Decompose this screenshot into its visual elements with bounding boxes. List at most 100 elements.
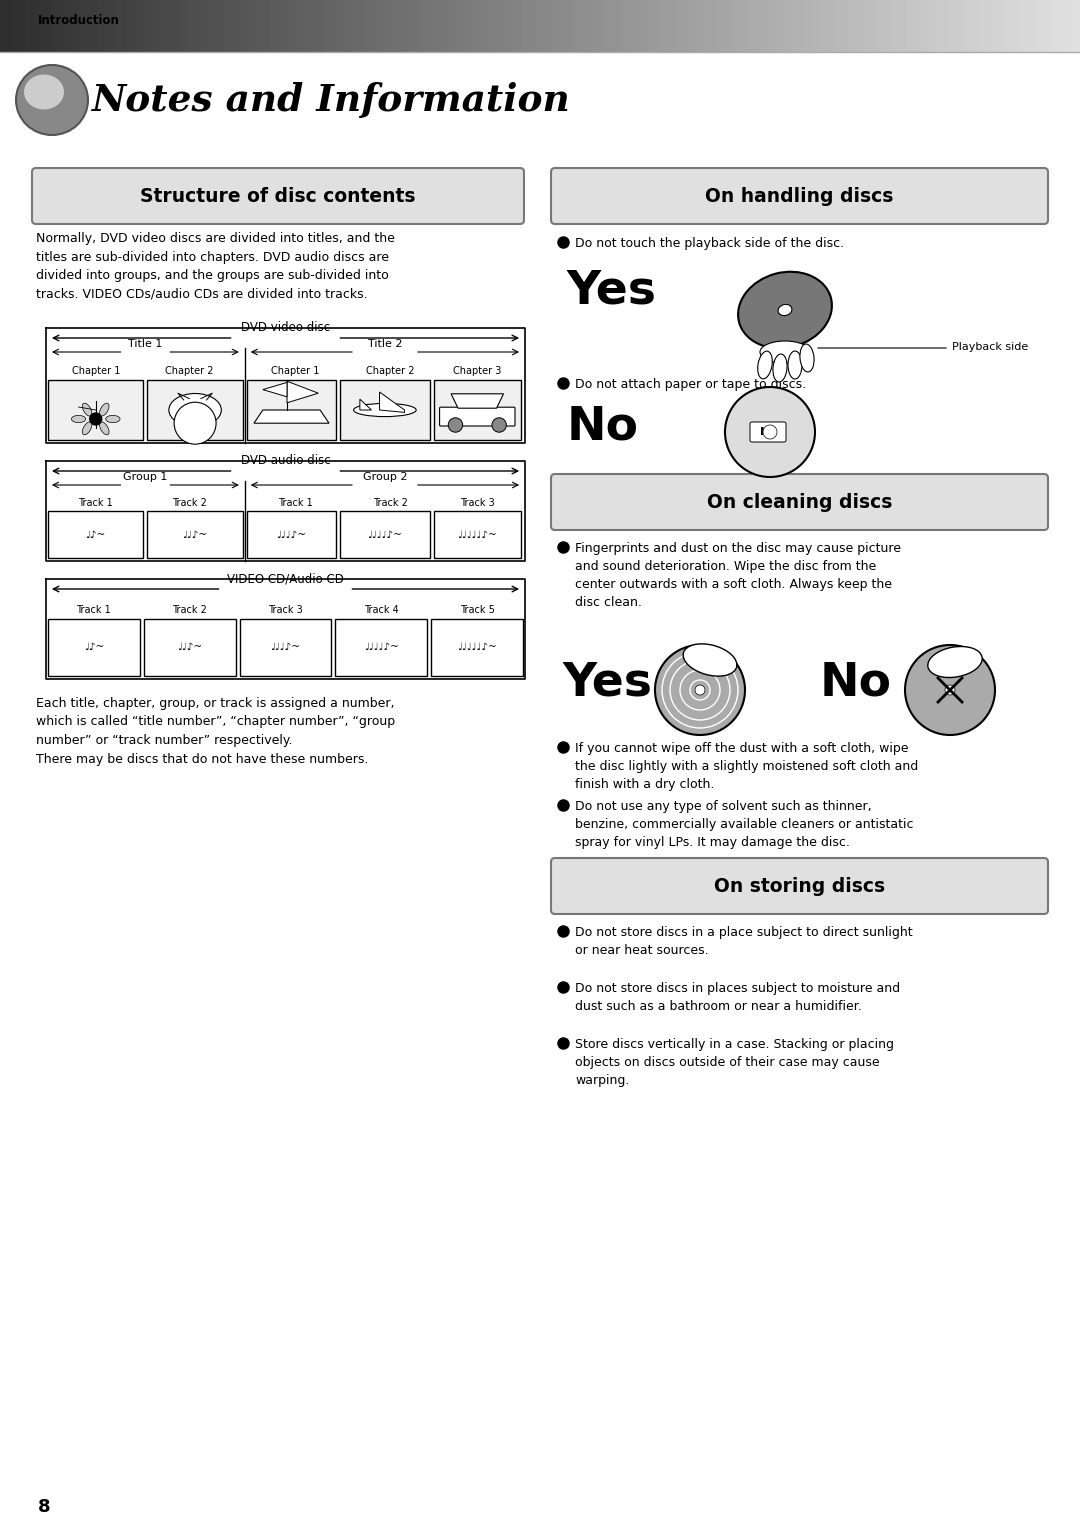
Text: ♩♩♪~: ♩♩♪~ [177,642,202,653]
Ellipse shape [82,421,92,435]
Text: Title 2: Title 2 [367,339,402,349]
Ellipse shape [788,351,802,378]
Bar [240,620,332,676]
Text: Title 1: Title 1 [129,339,163,349]
Ellipse shape [684,644,737,676]
Bar [433,380,521,439]
Text: Track 4: Track 4 [364,604,399,615]
Circle shape [725,388,815,478]
Text: Track 1: Track 1 [79,497,113,508]
Text: Group 1: Group 1 [123,472,167,482]
Text: Track 2: Track 2 [172,497,206,508]
Text: Group 2: Group 2 [363,472,407,482]
FancyBboxPatch shape [551,168,1048,224]
Text: Do not touch the playback side of the disc.: Do not touch the playback side of the di… [575,237,845,250]
Ellipse shape [738,272,832,348]
Text: Introduction: Introduction [38,14,120,27]
Text: Track 3: Track 3 [460,497,495,508]
Ellipse shape [168,394,221,426]
Ellipse shape [106,415,120,423]
Text: ♩♩♩♩♪~: ♩♩♩♩♪~ [367,530,403,540]
Text: Chapter 2: Chapter 2 [165,366,214,375]
Bar [433,511,521,559]
Bar [48,511,144,559]
Ellipse shape [353,403,416,417]
Circle shape [174,403,216,444]
Bar [431,620,523,676]
Circle shape [492,418,507,432]
FancyBboxPatch shape [440,407,515,426]
Ellipse shape [82,403,92,417]
Text: ♩♩♩♩♪~: ♩♩♩♩♪~ [364,642,399,653]
Text: Track 3: Track 3 [268,604,302,615]
Text: ♩♩♩♪~: ♩♩♩♪~ [276,530,307,540]
Bar [144,620,235,676]
Ellipse shape [778,304,792,316]
Bar [340,511,430,559]
Text: Yes: Yes [563,661,653,705]
Bar [336,620,428,676]
Text: Chapter 2: Chapter 2 [366,366,415,375]
Text: Do not attach paper or tape to discs.: Do not attach paper or tape to discs. [575,378,806,391]
FancyBboxPatch shape [750,423,786,443]
Bar [247,511,336,559]
Text: Store discs vertically in a case. Stacking or placing
objects on discs outside o: Store discs vertically in a case. Stacki… [575,1038,894,1087]
Text: 8: 8 [38,1499,51,1515]
Text: ♩♪~: ♩♪~ [85,530,106,540]
Polygon shape [451,394,503,407]
Text: Chapter 3: Chapter 3 [454,366,501,375]
Text: Yes: Yes [567,269,657,313]
Text: On cleaning discs: On cleaning discs [706,493,892,511]
Polygon shape [379,392,405,412]
Ellipse shape [800,343,814,372]
Circle shape [448,418,462,432]
Text: DVD video disc: DVD video disc [241,320,330,334]
Ellipse shape [773,354,787,382]
Ellipse shape [99,421,109,435]
Bar [147,380,243,439]
Text: ♩♩♩♩♩♪~: ♩♩♩♩♩♪~ [458,530,497,540]
Text: Track 1: Track 1 [77,604,111,615]
Bar [247,380,336,439]
Circle shape [696,685,705,694]
Text: No: No [820,661,892,705]
Text: Notes and Information: Notes and Information [92,82,570,119]
Circle shape [905,645,995,736]
Polygon shape [360,400,372,410]
Text: Playback side: Playback side [951,342,1028,353]
Ellipse shape [928,647,982,678]
Text: Fingerprints and dust on the disc may cause picture
and sound deterioration. Wip: Fingerprints and dust on the disc may ca… [575,542,901,609]
Text: On handling discs: On handling discs [705,186,893,206]
Text: Do not store discs in places subject to moisture and
dust such as a bathroom or : Do not store discs in places subject to … [575,983,900,1013]
FancyBboxPatch shape [551,858,1048,914]
Text: ♩♩♪~: ♩♩♪~ [183,530,207,540]
Text: ♩♩♩♪~: ♩♩♩♪~ [270,642,300,653]
Text: Track 2: Track 2 [373,497,408,508]
Circle shape [762,426,777,439]
Text: Track 5: Track 5 [460,604,495,615]
Polygon shape [262,383,287,397]
Bar [340,380,430,439]
Text: No: No [567,404,639,450]
Text: VIDEO CD/Audio CD: VIDEO CD/Audio CD [227,572,343,584]
Text: Chapter 1: Chapter 1 [271,366,320,375]
Ellipse shape [758,351,772,378]
Bar [48,620,139,676]
Circle shape [654,645,745,736]
Bar [147,511,243,559]
Text: Each title, chapter, group, or track is assigned a number,
which is called “titl: Each title, chapter, group, or track is … [36,697,395,766]
Text: Do not use any type of solvent such as thinner,
benzine, commercially available : Do not use any type of solvent such as t… [575,800,914,848]
Text: Do not store discs in a place subject to direct sunlight
or near heat sources.: Do not store discs in a place subject to… [575,926,913,957]
FancyBboxPatch shape [32,168,524,224]
Ellipse shape [99,403,109,417]
Text: Track 1: Track 1 [278,497,312,508]
Bar [48,380,144,439]
Text: DVD audio disc: DVD audio disc [241,455,330,467]
Text: If you cannot wipe off the dust with a soft cloth, wipe
the disc lightly with a : If you cannot wipe off the dust with a s… [575,742,918,790]
Text: On storing discs: On storing discs [714,876,886,896]
FancyBboxPatch shape [551,475,1048,530]
Circle shape [945,685,955,694]
Ellipse shape [71,415,85,423]
Polygon shape [254,410,329,423]
Ellipse shape [16,66,87,134]
